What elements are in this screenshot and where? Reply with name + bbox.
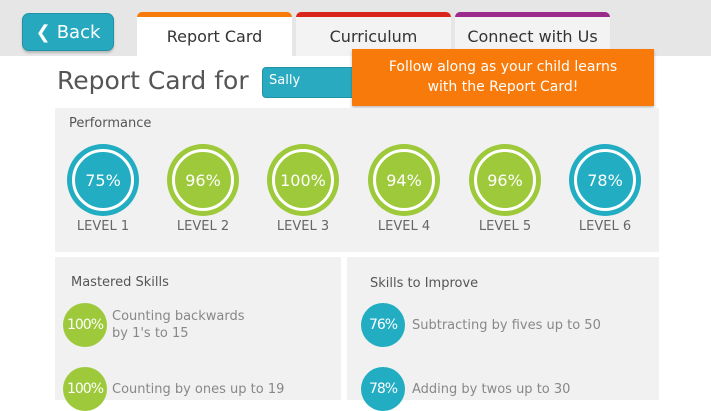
level-score-circle[interactable]: 75% [67, 144, 139, 216]
chevron-left-icon: ❮ [35, 21, 51, 43]
skill-line: by 1's to 15 [112, 326, 189, 341]
skill-label: Subtracting by fives up to 50 [412, 318, 601, 333]
skill-label: Counting by ones up to 19 [112, 382, 285, 397]
tab-connect[interactable]: Connect with Us [455, 12, 610, 56]
skill-label: Counting backwards by 1's to 15 [112, 308, 244, 342]
level-label: LEVEL 5 [478, 219, 532, 234]
skill-score: 100% [63, 303, 107, 347]
level-label: LEVEL 3 [276, 219, 330, 234]
student-dropdown[interactable]: Sally [262, 67, 362, 98]
tab-report-card[interactable]: Report Card [137, 12, 292, 56]
callout-line1: Follow along as your child learns [388, 59, 618, 75]
skill-label: Adding by twos up to 30 [412, 382, 571, 397]
callout-banner: Follow along as your child learns with th… [352, 49, 654, 106]
skill-score: 78% [361, 367, 405, 411]
level-label: LEVEL 4 [377, 219, 431, 234]
callout-line2: with the Report Card! [427, 79, 579, 95]
page-title: Report Card for [57, 66, 249, 95]
level-score-circle[interactable]: 78% [569, 144, 641, 216]
level-score-circle[interactable]: 94% [368, 144, 440, 216]
performance-panel [55, 108, 659, 252]
skill-score: 100% [63, 367, 107, 411]
back-label: Back [56, 21, 101, 43]
tab-curriculum[interactable]: Curriculum [296, 12, 451, 56]
level-score-circle[interactable]: 96% [167, 144, 239, 216]
mastered-title: Mastered Skills [71, 275, 169, 290]
level-score-circle[interactable]: 96% [469, 144, 541, 216]
skill-score: 76% [361, 303, 405, 347]
improve-title: Skills to Improve [370, 276, 479, 291]
level-label: LEVEL 2 [176, 219, 230, 234]
performance-title: Performance [69, 116, 152, 131]
level-label: LEVEL 6 [578, 219, 632, 234]
back-button[interactable]: ❮ Back [22, 13, 114, 51]
skill-line: Counting backwards [112, 309, 245, 324]
level-score-circle[interactable]: 100% [267, 144, 339, 216]
level-label: LEVEL 1 [76, 219, 130, 234]
